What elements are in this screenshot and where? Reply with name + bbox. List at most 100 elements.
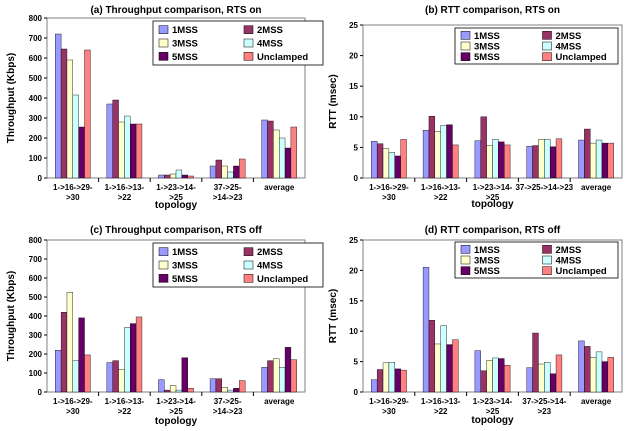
bar-5mss-1	[446, 344, 453, 393]
bar-3mss-4	[273, 129, 280, 179]
bar-2mss-4	[267, 120, 274, 179]
bar-4mss-4	[279, 137, 286, 179]
bar-1mss-3	[526, 145, 533, 179]
legend-label-2mss: 2MSS	[556, 31, 582, 42]
x-tick-label: >30	[382, 193, 396, 202]
x-tick-label: 37->25-	[214, 397, 242, 406]
x-axis-label: topology	[155, 200, 198, 211]
x-tick-label: 1->16->29-	[369, 183, 409, 192]
bar-unclamped-4	[607, 142, 614, 179]
bar-4mss-2	[175, 389, 183, 393]
bar-1mss-4	[261, 367, 268, 393]
bar-1mss-4	[578, 139, 585, 179]
bar-4mss-1	[440, 325, 447, 393]
legend-label-3mss: 3MSS	[474, 256, 500, 267]
legend-swatch-1mss	[460, 31, 471, 40]
y-tick-label: 10	[349, 327, 358, 336]
x-tick-label: >25	[169, 407, 183, 416]
x-tick-label: >22	[434, 407, 448, 416]
bar-3mss-0	[66, 292, 74, 393]
bar-3mss-3	[221, 387, 228, 393]
bar-unclamped-3	[555, 138, 563, 179]
legend-label-4mss: 4MSS	[257, 39, 283, 50]
bar-4mss-1	[124, 115, 131, 179]
bar-unclamped-2	[187, 175, 194, 179]
bar-1mss-2	[474, 350, 481, 393]
bar-2mss-0	[60, 48, 68, 179]
x-tick-label: 37->25->14-	[522, 397, 566, 406]
chart-c: (c) Throughput comparison, RTS off 0 100 20…	[6, 225, 324, 427]
legend-label-3mss: 3MSS	[474, 42, 500, 53]
bar-4mss-4	[595, 139, 603, 179]
x-tick-label: >22	[118, 193, 132, 202]
bar-2mss-3	[215, 159, 222, 179]
y-tick-label: 0	[354, 388, 359, 397]
bar-1mss-4	[578, 340, 585, 393]
legend-label-3mss: 3MSS	[172, 261, 198, 272]
bar-2mss-4	[584, 346, 591, 393]
y-tick-label: 600	[29, 274, 43, 283]
legend-label-5mss: 5MSS	[474, 52, 500, 63]
bar-5mss-3	[233, 165, 240, 179]
bar-5mss-3	[549, 373, 557, 393]
bar-3mss-1	[434, 131, 441, 179]
bar-1mss-0	[371, 141, 378, 179]
legend-swatch-4mss	[243, 260, 254, 270]
legend-box	[454, 27, 619, 65]
legend-label-unclamped: Unclamped	[257, 274, 308, 285]
x-tick-label: average	[264, 183, 295, 192]
bar-2mss-1	[112, 99, 119, 179]
x-tick-label: >30	[66, 407, 80, 416]
x-tick-label: 1->23->14-	[156, 397, 196, 406]
y-tick-label: 400	[29, 312, 43, 321]
x-tick-label: 1->23->14-	[473, 183, 513, 192]
legend-label-5mss: 5MSS	[172, 52, 198, 63]
legend-swatch-2mss	[542, 245, 552, 254]
x-tick-label: >25	[486, 407, 500, 416]
x-tick-label: >25	[486, 193, 500, 202]
legend-swatch-4mss	[542, 255, 552, 265]
bar-2mss-2	[164, 389, 171, 393]
bar-unclamped-4	[607, 357, 614, 393]
legend-label-3mss: 3MSS	[172, 39, 198, 50]
bar-1mss-0	[55, 33, 62, 179]
bar-1mss-1	[106, 362, 113, 393]
bar-unclamped-1	[135, 316, 143, 393]
legend-swatch-5mss	[460, 266, 471, 275]
bar-unclamped-4	[290, 126, 297, 179]
bar-5mss-1	[446, 124, 453, 179]
bar-2mss-2	[480, 370, 487, 393]
bar-2mss-1	[112, 360, 119, 393]
legend-box	[454, 241, 619, 279]
legend-swatch-2mss	[243, 247, 254, 256]
bar-5mss-0	[394, 155, 401, 179]
legend-label-unclamped: Unclamped	[556, 52, 607, 63]
bar-2mss-3	[215, 378, 222, 393]
bar-5mss-4	[284, 147, 292, 179]
x-axis-label: topology	[471, 199, 514, 210]
legend-label-4mss: 4MSS	[556, 256, 582, 267]
bar-unclamped-1	[452, 144, 459, 179]
bar-unclamped-4	[290, 359, 297, 393]
x-tick-label: 37->25-	[214, 183, 242, 192]
y-tick-label: 300	[29, 331, 43, 340]
legend-label-unclamped: Unclamped	[257, 52, 308, 63]
bar-4mss-3	[544, 362, 551, 393]
legend-label-2mss: 2MSS	[556, 245, 582, 256]
legend-label-unclamped: Unclamped	[556, 266, 607, 277]
x-tick-label: 1->16->13-	[105, 397, 145, 406]
legend-swatch-unclamped	[542, 52, 552, 61]
legend-swatch-2mss	[542, 31, 552, 40]
bar-5mss-0	[394, 368, 401, 393]
x-tick-label: >14->23	[213, 193, 243, 202]
bar-5mss-1	[130, 323, 137, 393]
y-tick-label: 800	[29, 236, 43, 245]
bar-2mss-4	[267, 360, 274, 393]
bar-5mss-3	[233, 388, 240, 393]
legend-label-5mss: 5MSS	[474, 266, 500, 277]
y-tick-label: 200	[29, 350, 43, 359]
bar-4mss-0	[388, 362, 395, 393]
bar-2mss-0	[376, 369, 384, 393]
bar-unclamped-0	[84, 49, 91, 179]
x-tick-label: 1->16->13-	[105, 183, 145, 192]
